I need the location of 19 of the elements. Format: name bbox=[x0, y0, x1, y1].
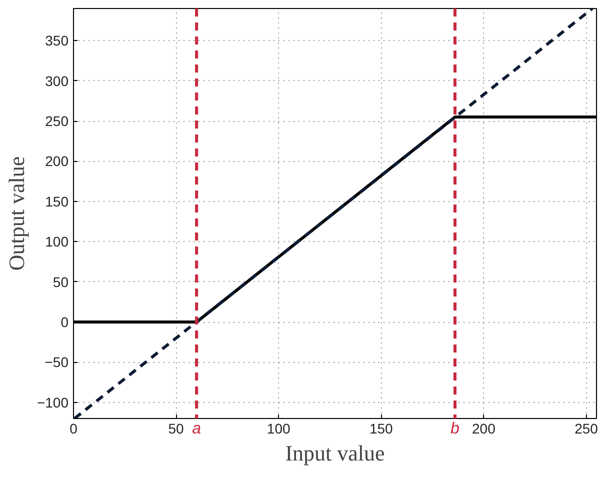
y-tick-label: −100 bbox=[36, 394, 69, 410]
x-tick-label: 200 bbox=[472, 420, 496, 436]
y-tick-label: 250 bbox=[45, 113, 69, 130]
y-tick-label: −50 bbox=[44, 354, 69, 370]
y-tick-label: 150 bbox=[45, 193, 69, 210]
y-tick-label: 200 bbox=[45, 153, 69, 170]
x-tick-label: 100 bbox=[266, 420, 290, 436]
y-tick-label: 0 bbox=[60, 314, 69, 330]
y-tick-label: 300 bbox=[45, 72, 69, 89]
y-tick-label: 100 bbox=[45, 234, 69, 250]
y-tick-label: 350 bbox=[45, 32, 69, 49]
x-axis-title: Input value bbox=[285, 440, 385, 466]
x-tick-label: 150 bbox=[369, 420, 394, 436]
ref-line-label: b bbox=[450, 420, 460, 438]
ref-line-label: a bbox=[192, 420, 202, 438]
y-axis-title: Output value bbox=[4, 156, 29, 271]
x-tick-label: 50 bbox=[168, 420, 184, 436]
x-tick-label: 250 bbox=[574, 420, 598, 436]
y-tick-label: 50 bbox=[52, 274, 69, 290]
